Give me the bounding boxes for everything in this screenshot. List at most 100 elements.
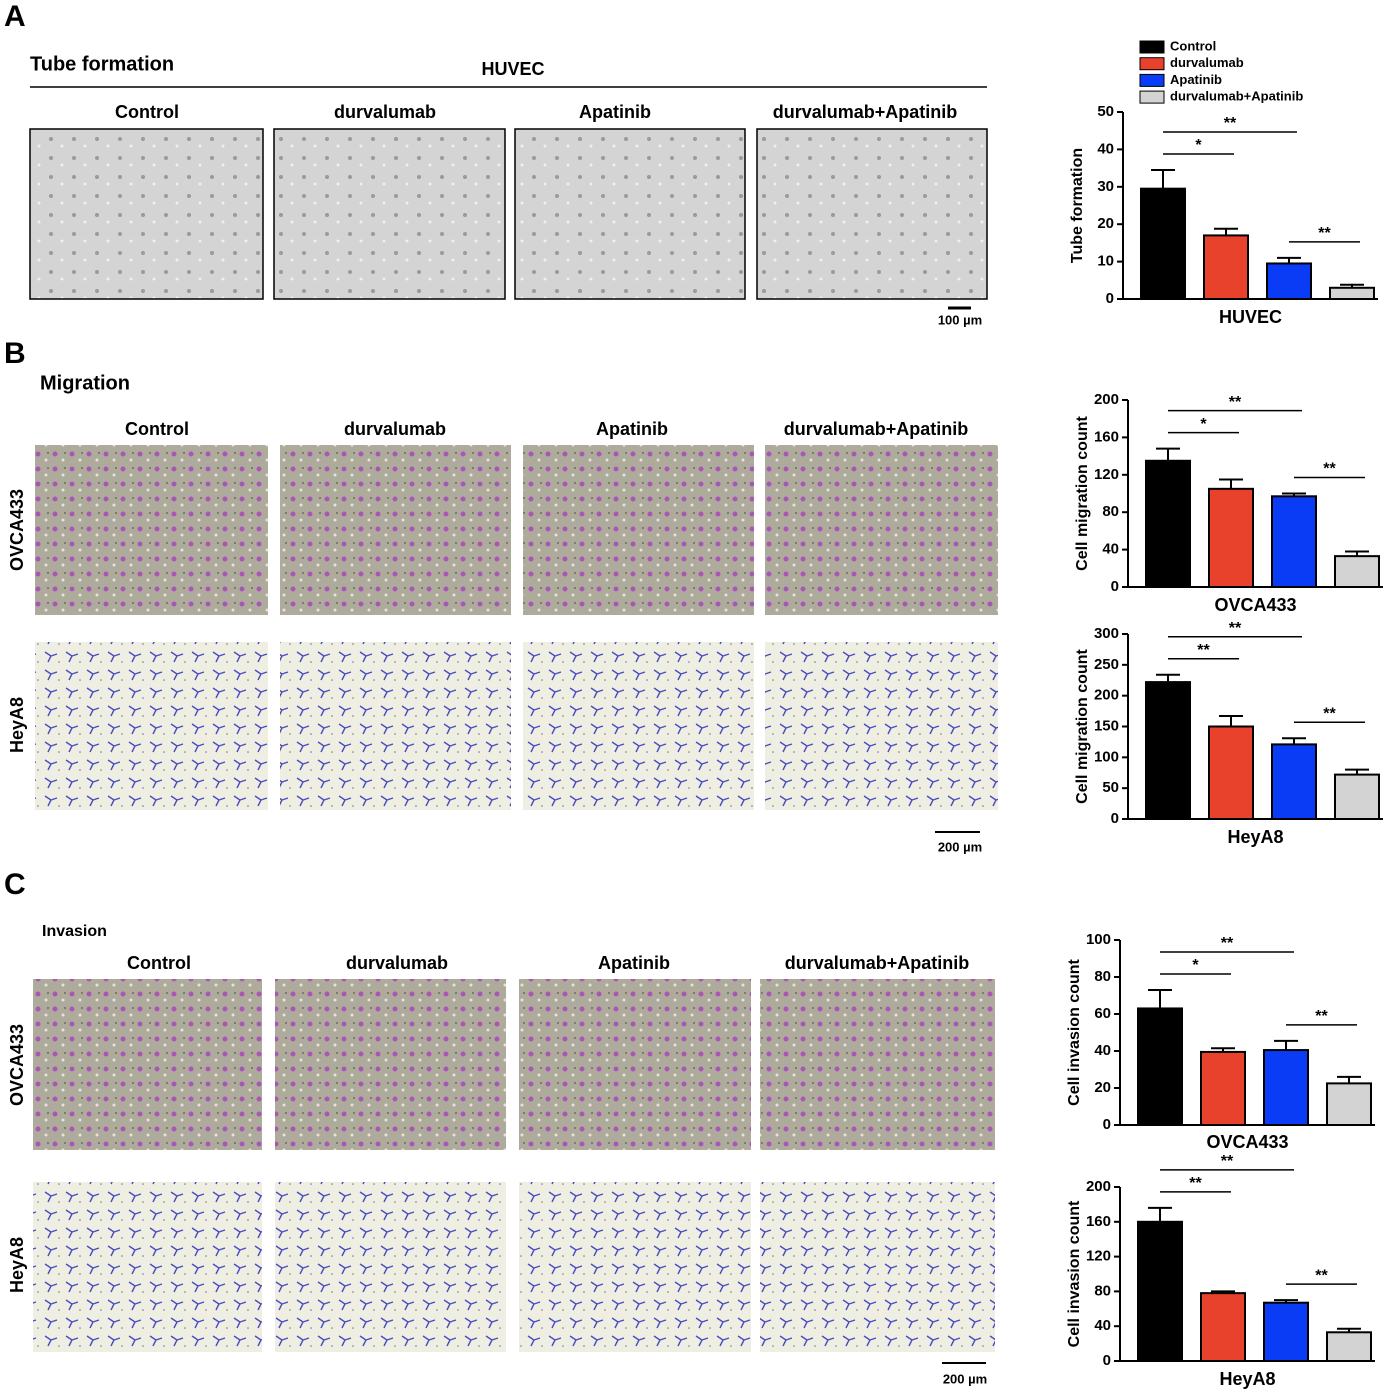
bar bbox=[1263, 1049, 1309, 1126]
panel-title: Invasion bbox=[42, 923, 107, 940]
micrograph bbox=[280, 445, 511, 615]
significance-label: ** bbox=[1197, 642, 1210, 659]
bar bbox=[1137, 1007, 1183, 1127]
column-label: durvalumab+Apatinib bbox=[785, 953, 970, 973]
bar bbox=[1200, 1292, 1246, 1363]
x-axis-label: OVCA433 bbox=[1206, 1132, 1288, 1152]
micrograph bbox=[35, 445, 268, 615]
y-axis-label: Cell invasion count bbox=[1066, 958, 1083, 1105]
x-axis-label: HUVEC bbox=[1219, 307, 1282, 327]
micrograph bbox=[523, 642, 754, 810]
y-tick-label: 80 bbox=[1102, 503, 1119, 520]
significance-label: ** bbox=[1318, 225, 1331, 242]
scale-bar-label: 100 µm bbox=[938, 312, 982, 327]
micrograph bbox=[33, 1182, 262, 1352]
legend-label: Apatinib bbox=[1170, 72, 1222, 87]
micrograph bbox=[273, 128, 506, 300]
bar bbox=[1263, 1301, 1309, 1362]
column-label: durvalumab+Apatinib bbox=[773, 102, 958, 122]
bar bbox=[1140, 187, 1186, 300]
significance-label: ** bbox=[1189, 1175, 1202, 1192]
bar bbox=[1145, 681, 1191, 820]
column-label: Apatinib bbox=[596, 419, 668, 439]
x-axis-label: HeyA8 bbox=[1219, 1369, 1275, 1389]
column-label: durvalumab bbox=[346, 953, 448, 973]
micrograph bbox=[29, 128, 264, 300]
panel-title: Tube formation bbox=[30, 53, 174, 75]
y-tick-label: 60 bbox=[1094, 1005, 1111, 1022]
column-label: durvalumab bbox=[344, 419, 446, 439]
legend-swatch bbox=[1139, 73, 1165, 87]
significance-label: * bbox=[1200, 416, 1207, 433]
y-tick-label: 20 bbox=[1097, 215, 1114, 232]
x-axis-label: HeyA8 bbox=[1227, 827, 1283, 847]
panel-letter: A bbox=[4, 0, 26, 33]
micrograph bbox=[514, 128, 746, 300]
significance-label: * bbox=[1192, 957, 1199, 974]
y-axis-label: Cell invasion count bbox=[1066, 1200, 1083, 1347]
significance-label: * bbox=[1195, 137, 1202, 154]
y-axis-label: Cell migration count bbox=[1074, 648, 1091, 803]
y-tick-label: 0 bbox=[1103, 1116, 1111, 1133]
y-tick-label: 200 bbox=[1094, 687, 1119, 704]
y-tick-label: 80 bbox=[1094, 968, 1111, 985]
micrograph bbox=[275, 979, 506, 1150]
legend-swatch bbox=[1139, 90, 1165, 104]
column-label: Control bbox=[127, 953, 191, 973]
panel-header: HUVEC bbox=[481, 59, 544, 79]
y-axis-label: Tube formation bbox=[1069, 148, 1086, 263]
bar bbox=[1145, 459, 1191, 588]
legend-swatch bbox=[1139, 40, 1165, 54]
column-label: Apatinib bbox=[598, 953, 670, 973]
legend-label: Control bbox=[1170, 38, 1216, 53]
y-tick-label: 0 bbox=[1111, 578, 1119, 595]
column-label: durvalumab bbox=[334, 102, 436, 122]
y-tick-label: 200 bbox=[1086, 1178, 1111, 1195]
y-tick-label: 40 bbox=[1094, 1042, 1111, 1059]
y-tick-label: 100 bbox=[1086, 931, 1111, 948]
y-axis-label: Cell migration count bbox=[1074, 415, 1091, 570]
significance-label: ** bbox=[1221, 935, 1234, 952]
micrograph bbox=[33, 979, 262, 1150]
significance-label: ** bbox=[1229, 394, 1242, 411]
row-label: HeyA8 bbox=[7, 1237, 27, 1293]
micrograph bbox=[519, 1182, 751, 1352]
row-label: HeyA8 bbox=[7, 697, 27, 753]
bar bbox=[1203, 234, 1249, 300]
y-tick-label: 40 bbox=[1097, 140, 1114, 157]
y-tick-label: 10 bbox=[1097, 253, 1114, 270]
micrograph bbox=[275, 1182, 506, 1352]
micrograph bbox=[756, 128, 988, 300]
y-tick-label: 0 bbox=[1103, 1352, 1111, 1369]
panel-title: Migration bbox=[40, 372, 130, 394]
micrograph bbox=[765, 445, 998, 615]
y-tick-label: 40 bbox=[1094, 1317, 1111, 1334]
y-tick-label: 150 bbox=[1094, 717, 1119, 734]
y-tick-label: 160 bbox=[1086, 1213, 1111, 1230]
micrograph bbox=[760, 979, 995, 1150]
y-tick-label: 0 bbox=[1111, 810, 1119, 827]
y-tick-label: 20 bbox=[1094, 1079, 1111, 1096]
y-tick-label: 50 bbox=[1097, 103, 1114, 120]
micrograph bbox=[760, 1182, 995, 1352]
bar bbox=[1271, 495, 1317, 588]
micrograph bbox=[519, 979, 751, 1150]
legend-swatch bbox=[1139, 57, 1165, 71]
significance-label: ** bbox=[1323, 705, 1336, 722]
bar bbox=[1266, 262, 1312, 300]
scale-bar-label: 200 µm bbox=[943, 1371, 987, 1386]
y-tick-label: 120 bbox=[1086, 1248, 1111, 1265]
significance-label: ** bbox=[1315, 1267, 1328, 1284]
panel-letter: C bbox=[4, 868, 26, 901]
y-tick-label: 30 bbox=[1097, 178, 1114, 195]
bar bbox=[1271, 743, 1317, 821]
column-label: Apatinib bbox=[579, 102, 651, 122]
bar bbox=[1208, 725, 1254, 820]
bar bbox=[1208, 487, 1254, 589]
column-label: Control bbox=[125, 419, 189, 439]
bar bbox=[1326, 1082, 1372, 1126]
y-tick-label: 250 bbox=[1094, 656, 1119, 673]
bar bbox=[1326, 1331, 1372, 1363]
column-label: durvalumab+Apatinib bbox=[784, 419, 969, 439]
